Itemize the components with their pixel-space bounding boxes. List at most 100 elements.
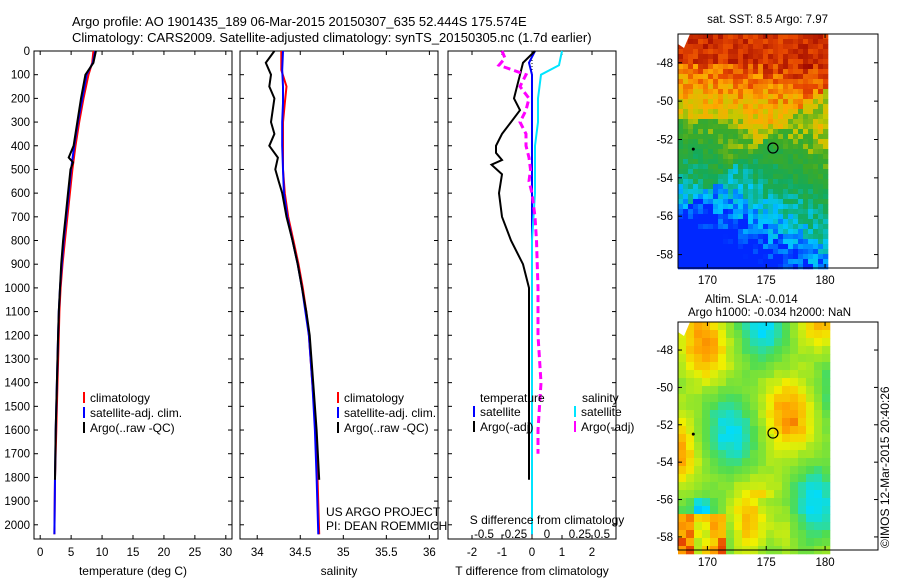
heatmap-cell bbox=[808, 249, 814, 255]
heatmap-cell bbox=[750, 386, 759, 395]
heatmap-cell bbox=[708, 109, 714, 115]
heatmap-cell bbox=[686, 530, 695, 539]
heatmap-cell bbox=[683, 94, 689, 100]
heatmap-cell bbox=[758, 104, 764, 110]
heatmap-cell bbox=[803, 179, 809, 185]
heatmap-cell bbox=[713, 139, 719, 145]
heatmap-cell bbox=[818, 194, 824, 200]
heatmap-cell bbox=[698, 109, 704, 115]
heatmap-cell bbox=[683, 64, 689, 70]
heatmap-cell bbox=[822, 322, 831, 331]
heatmap-cell bbox=[788, 244, 794, 250]
heatmap-cell bbox=[774, 458, 783, 467]
heatmap-cell bbox=[748, 129, 754, 135]
heatmap-cell bbox=[728, 104, 734, 110]
heatmap-cell bbox=[823, 239, 829, 245]
heatmap-cell bbox=[723, 99, 729, 105]
heatmap-cell bbox=[782, 426, 791, 435]
heatmap-cell bbox=[723, 164, 729, 170]
heatmap-cell bbox=[703, 264, 709, 270]
heatmap-cell bbox=[734, 498, 743, 507]
heatmap-cell bbox=[698, 84, 704, 90]
heatmap-cell bbox=[782, 514, 791, 523]
heatmap-cell bbox=[773, 184, 779, 190]
heatmap-cell bbox=[688, 59, 694, 65]
heatmap-cell bbox=[790, 354, 799, 363]
heatmap-cell bbox=[782, 394, 791, 403]
heatmap-cell bbox=[723, 244, 729, 250]
heatmap-cell bbox=[698, 254, 704, 260]
heatmap-cell bbox=[778, 129, 784, 135]
heatmap-cell bbox=[773, 159, 779, 165]
heatmap-cell bbox=[703, 144, 709, 150]
heatmap-cell bbox=[763, 119, 769, 125]
heatmap-cell bbox=[728, 84, 734, 90]
x-tick-label: 170 bbox=[698, 275, 717, 287]
heatmap-cell bbox=[783, 184, 789, 190]
heatmap-cell bbox=[703, 109, 709, 115]
heatmap-cell bbox=[753, 239, 759, 245]
y-tick-label: -58 bbox=[656, 250, 673, 262]
land-patch bbox=[678, 34, 690, 48]
argo-position-marker bbox=[767, 142, 779, 154]
heatmap-cell bbox=[758, 506, 767, 515]
heatmap-cell bbox=[783, 259, 789, 265]
heatmap-cell bbox=[708, 184, 714, 190]
heatmap-cell bbox=[758, 522, 767, 531]
heatmap-cell bbox=[763, 44, 769, 50]
heatmap-cell bbox=[790, 378, 799, 387]
heatmap-cell bbox=[798, 394, 807, 403]
heatmap-cell bbox=[688, 119, 694, 125]
heatmap-cell bbox=[728, 234, 734, 240]
heatmap-cell bbox=[803, 99, 809, 105]
heatmap-cell bbox=[698, 249, 704, 255]
heatmap-cell bbox=[822, 466, 831, 475]
heatmap-cell bbox=[723, 169, 729, 175]
heatmap-cell bbox=[738, 54, 744, 60]
heatmap-cell bbox=[726, 490, 735, 499]
heatmap-cell bbox=[728, 204, 734, 210]
heatmap-cell bbox=[703, 224, 709, 230]
heatmap-cell bbox=[678, 54, 684, 60]
heatmap-cell bbox=[726, 538, 735, 547]
heatmap-cell bbox=[753, 134, 759, 140]
heatmap-cell bbox=[708, 124, 714, 130]
heatmap-cell bbox=[768, 94, 774, 100]
heatmap-cell bbox=[753, 159, 759, 165]
heatmap-cell bbox=[708, 194, 714, 200]
heatmap-cell bbox=[793, 244, 799, 250]
heatmap-cell bbox=[766, 538, 775, 547]
heatmap-cell bbox=[713, 224, 719, 230]
heatmap-cell bbox=[766, 458, 775, 467]
heatmap-cell bbox=[783, 59, 789, 65]
heatmap-cell bbox=[773, 34, 779, 40]
heatmap-cell bbox=[766, 506, 775, 515]
heatmap-cell bbox=[750, 330, 759, 339]
heatmap-cell bbox=[763, 64, 769, 70]
top-x-tick-label: -0.25 bbox=[501, 529, 527, 541]
heatmap-cell bbox=[818, 159, 824, 165]
heatmap-cell bbox=[758, 129, 764, 135]
x-tick-label: 170 bbox=[698, 557, 717, 569]
heatmap-cell bbox=[678, 154, 684, 160]
heatmap-cell bbox=[823, 214, 829, 220]
heatmap-cell bbox=[686, 330, 695, 339]
heatmap-cell bbox=[693, 179, 699, 185]
heatmap-cell bbox=[743, 224, 749, 230]
heatmap-cell bbox=[814, 434, 823, 443]
heatmap-cell bbox=[723, 74, 729, 80]
heatmap-cell bbox=[688, 184, 694, 190]
heatmap-cell bbox=[750, 370, 759, 379]
heatmap-cell bbox=[778, 179, 784, 185]
heatmap-cell bbox=[742, 490, 751, 499]
heatmap-cell bbox=[813, 124, 819, 130]
heatmap-cell bbox=[678, 234, 684, 240]
heatmap-cell bbox=[738, 64, 744, 70]
heatmap-cell bbox=[698, 219, 704, 225]
heatmap-cell bbox=[710, 402, 719, 411]
heatmap-cell bbox=[753, 254, 759, 260]
heatmap-cell bbox=[728, 89, 734, 95]
heatmap-cell bbox=[713, 124, 719, 130]
heatmap-cell bbox=[710, 482, 719, 491]
heatmap-cell bbox=[758, 434, 767, 443]
